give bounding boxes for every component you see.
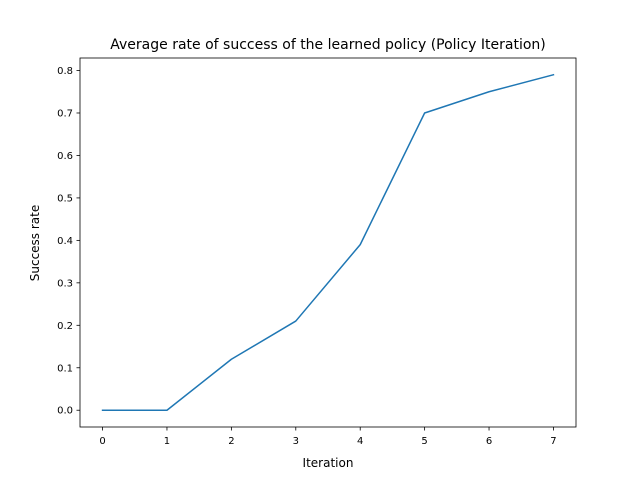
y-tick-label: 0.3 (57, 278, 73, 289)
x-tick-label: 7 (550, 436, 556, 447)
y-tick-label: 0.2 (57, 321, 73, 332)
x-tick-label: 2 (228, 436, 234, 447)
y-tick-label: 0.0 (57, 406, 73, 417)
x-tick-label: 1 (164, 436, 170, 447)
y-tick-label: 0.7 (57, 108, 73, 119)
x-tick-label: 6 (486, 436, 492, 447)
y-tick-label: 0.4 (57, 236, 73, 247)
x-tick-label: 5 (421, 436, 427, 447)
x-tick-label: 0 (99, 436, 105, 447)
y-tick-label: 0.8 (57, 66, 73, 77)
chart-title: Average rate of success of the learned p… (110, 37, 545, 53)
y-tick-label: 0.6 (57, 151, 73, 162)
series-line (101, 73, 555, 411)
y-axis-label: Success rate (28, 205, 42, 282)
plot-area-frame (79, 57, 577, 428)
y-tick-label: 0.5 (57, 193, 73, 204)
x-axis-label: Iteration (303, 456, 354, 470)
axis-ticks: 0 1 2 3 4 5 6 7 0.0 0.1 0.2 0.3 0.4 0.5 0.6 0.7 0.8 (57, 66, 557, 447)
x-tick-label: 3 (293, 436, 299, 447)
y-tick-label: 0.1 (57, 363, 73, 374)
x-tick-label: 4 (357, 436, 363, 447)
